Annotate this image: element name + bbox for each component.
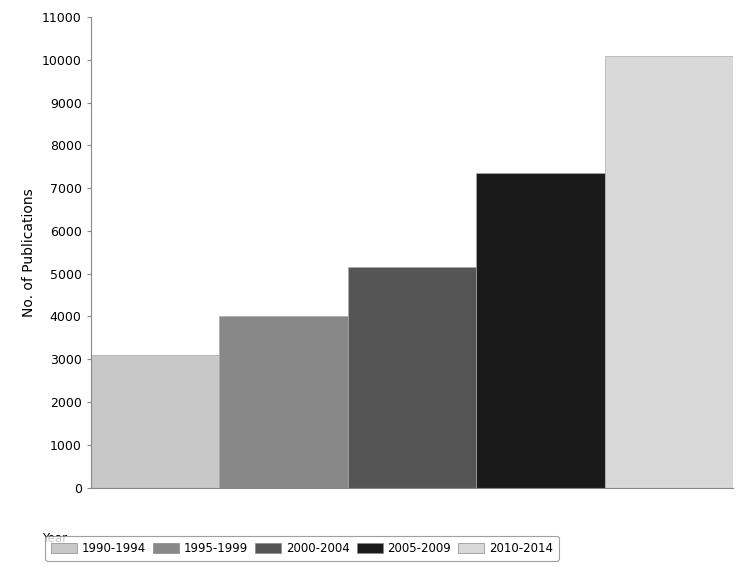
Text: Year: Year (42, 532, 67, 545)
Bar (476, 173, 605, 488)
Bar (605, 56, 733, 488)
Legend: 1990-1994, 1995-1999, 2000-2004, 2005-2009, 2010-2014: 1990-1994, 1995-1999, 2000-2004, 2005-20… (45, 536, 559, 561)
Y-axis label: No. of Publications: No. of Publications (22, 188, 36, 317)
Bar (348, 267, 476, 488)
Bar (219, 316, 348, 488)
Bar (91, 355, 219, 488)
